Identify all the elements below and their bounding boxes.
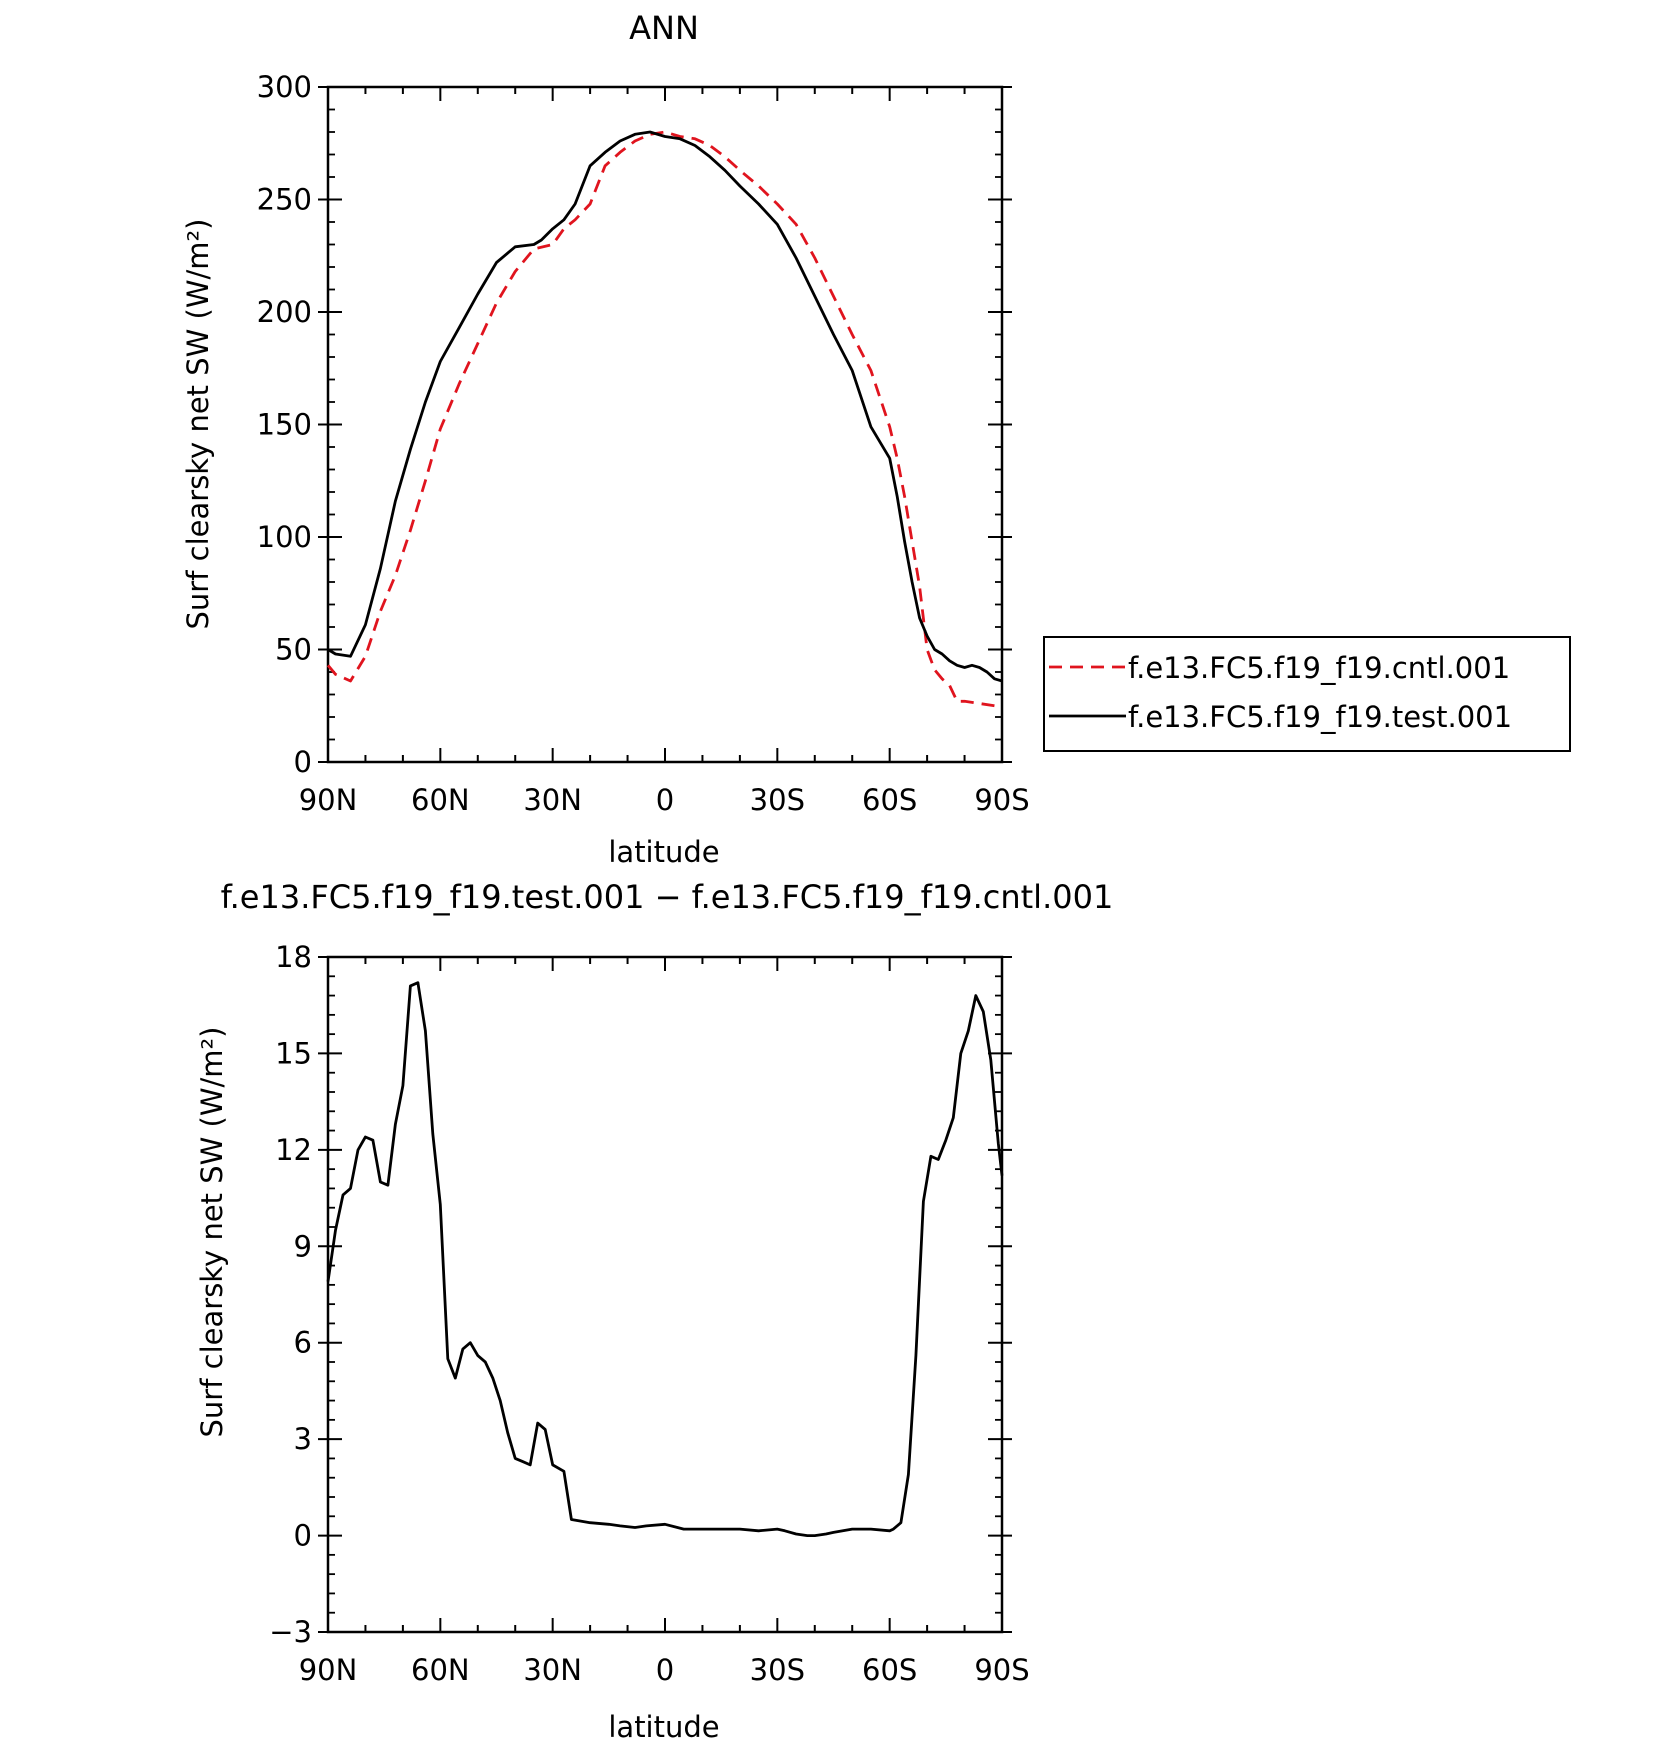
bottom-y-tick-label: 3 [294,1422,312,1456]
bottom-y-tick-label: 18 [275,940,312,974]
bottom-series-line-0 [326,981,1004,1537]
top-series-line-1 [327,130,1003,683]
bottom-y-tick-label: 0 [294,1519,312,1553]
top-y-axis-label: Surf clearsky net SW (W/m²) [181,219,215,630]
bottom-y-tick-label: 12 [275,1133,312,1167]
top-x-tick-label: 30S [750,783,805,817]
bottom-y-tick-label: 6 [294,1326,312,1360]
top-y-tick-label: 300 [257,70,312,104]
bottom-y-tick-label: 9 [294,1229,312,1263]
top-axes: 90N 60N 30N 0 30S 60S 90S 0 50 100 150 200 250 300 [257,70,1030,817]
bottom-plot-frame [326,955,1004,1634]
bottom-x-tick-label: 90N [299,1653,358,1687]
top-x-tick-label: 0 [656,783,674,817]
bottom-chart-title: f.e13.FC5.f19_f19.test.001 − f.e13.FC5.f… [221,878,1114,916]
top-plot-frame [326,85,1004,764]
bottom-x-tick-label: 30N [523,1653,582,1687]
top-x-tick-label: 90N [299,783,358,817]
bottom-x-tick-label: 30S [750,1653,805,1687]
bottom-x-tick-label: 0 [656,1653,674,1687]
top-x-axis-label: latitude [608,835,719,869]
top-y-tick-label: 250 [257,183,312,217]
top-y-tick-label: 50 [275,633,312,667]
bottom-x-tick-label: 60N [411,1653,470,1687]
top-y-tick-label: 0 [294,745,312,779]
top-x-tick-label: 30N [523,783,582,817]
bottom-y-tick-label: −3 [269,1615,312,1649]
top-x-tick-label: 90S [974,783,1029,817]
legend-box [1043,636,1571,752]
top-y-tick-label: 200 [257,295,312,329]
bottom-axes: 90N 60N 30N 0 30S 60S 90S −3 0 3 6 9 12 15 18 [269,940,1029,1687]
bottom-x-tick-label: 90S [974,1653,1029,1687]
bottom-x-axis-label: latitude [608,1710,719,1744]
top-chart-title: ANN [629,9,699,47]
bottom-plot-lines [326,981,1004,1537]
bottom-y-tick-label: 15 [275,1036,312,1070]
bottom-x-tick-label: 60S [862,1653,917,1687]
legend-label-cntl: f.e13.FC5.f19_f19.cntl.001 [1128,651,1510,685]
legend-label-test: f.e13.FC5.f19_f19.test.001 [1128,700,1512,734]
bottom-y-axis-label: Surf clearsky net SW (W/m²) [195,1027,229,1438]
top-x-tick-label: 60N [411,783,470,817]
top-y-tick-label: 150 [257,408,312,442]
top-plot-lines [326,130,1003,708]
top-series-line-0 [326,130,1002,708]
top-x-tick-label: 60S [862,783,917,817]
top-panel: ANN 90N 60N 30N 0 30S 60S 90S 0 50 100 150 200 250 30… [181,9,1571,869]
top-y-tick-label: 100 [257,520,312,554]
legend: f.e13.FC5.f19_f19.cntl.001 f.e13.FC5.f19… [1043,636,1571,752]
bottom-panel: f.e13.FC5.f19_f19.test.001 − f.e13.FC5.f… [195,878,1113,1744]
